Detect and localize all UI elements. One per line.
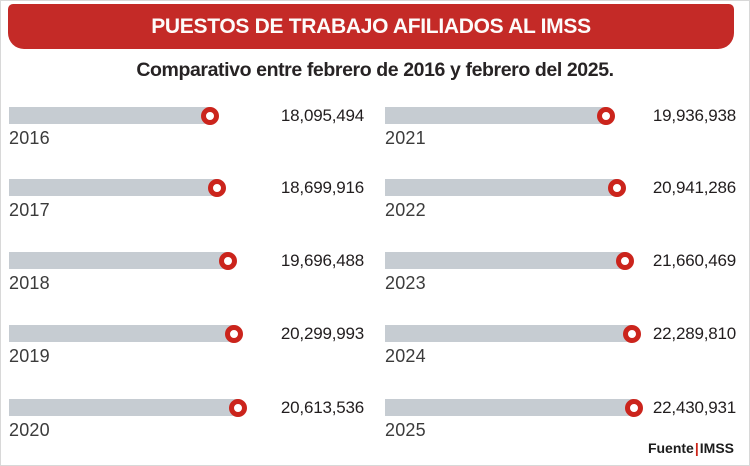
value-label: 21,660,469	[652, 251, 736, 270]
bar-2017	[9, 178, 226, 197]
bar-2022	[385, 178, 627, 197]
ring-marker-icon	[625, 398, 643, 417]
bar-2024	[385, 324, 642, 343]
value-label: 19,936,938	[652, 106, 736, 125]
bar-row-2023: 2023 21,660,469	[385, 251, 736, 298]
bar-track	[385, 178, 634, 197]
bar-row-2022: 2022 20,941,286	[385, 178, 736, 225]
chart-column-right: 2021 19,936,938 2022 20,941,286 2023 21,…	[385, 1, 736, 465]
title-banner: PUESTOS DE TRABAJO AFILIADOS AL IMSS	[8, 4, 734, 49]
bar-track	[9, 106, 258, 125]
source-name: IMSS	[699, 440, 734, 456]
ring-marker-icon	[207, 178, 226, 197]
bar-row-2017: 2017 18,699,916	[9, 178, 364, 225]
ring-marker-icon	[218, 251, 237, 270]
ring-marker-icon	[597, 106, 616, 125]
chart-subtitle: Comparativo entre febrero de 2016 y febr…	[136, 59, 614, 81]
bar-track	[385, 398, 643, 417]
source-separator: |	[694, 440, 699, 456]
ring-marker-icon	[616, 251, 635, 270]
chart-column-left: 2016 18,095,494 2017 18,699,916 2018 19,…	[9, 1, 364, 465]
value-label: 18,095,494	[280, 106, 364, 125]
year-label: 2017	[9, 200, 50, 220]
bar-2018	[9, 251, 237, 270]
bar-2019	[9, 324, 244, 343]
year-label: 2016	[9, 128, 50, 148]
year-label: 2021	[385, 128, 426, 148]
bar-2016	[9, 106, 219, 125]
bar-2020	[9, 398, 247, 417]
bar-row-2018: 2018 19,696,488	[9, 251, 364, 298]
year-label: 2024	[385, 346, 426, 366]
year-label: 2018	[9, 273, 50, 293]
bar-track	[9, 251, 258, 270]
year-label: 2020	[9, 420, 50, 440]
bar-track	[9, 398, 258, 417]
year-label: 2019	[9, 346, 50, 366]
bar-track	[9, 324, 258, 343]
ring-marker-icon	[228, 398, 247, 417]
ring-marker-icon	[623, 324, 642, 343]
bar-row-2016: 2016 18,095,494	[9, 106, 364, 153]
year-label: 2025	[385, 420, 426, 440]
value-label: 22,289,810	[652, 324, 736, 343]
page-title: PUESTOS DE TRABAJO AFILIADOS AL IMSS	[151, 14, 591, 38]
bar-row-2020: 2020 20,613,536	[9, 398, 364, 445]
bar-2025	[385, 398, 643, 417]
value-label: 19,696,488	[280, 251, 364, 270]
bar-row-2019: 2019 20,299,993	[9, 324, 364, 371]
year-label: 2023	[385, 273, 426, 293]
value-label: 18,699,916	[280, 178, 364, 197]
bar-2021	[385, 106, 616, 125]
ring-marker-icon	[608, 178, 627, 197]
value-label: 22,430,931	[652, 398, 736, 417]
bar-row-2025: 2025 22,430,931	[385, 398, 736, 445]
value-label: 20,299,993	[280, 324, 364, 343]
bar-row-2021: 2021 19,936,938	[385, 106, 736, 153]
value-label: 20,941,286	[652, 178, 736, 197]
ring-marker-icon	[200, 106, 219, 125]
value-label: 20,613,536	[280, 398, 364, 417]
source-label: Fuente	[647, 440, 694, 456]
bar-track	[385, 251, 635, 270]
bar-track	[385, 106, 634, 125]
bar-track	[9, 178, 258, 197]
ring-marker-icon	[225, 324, 244, 343]
bar-track	[385, 324, 642, 343]
source-credit: Fuente|IMSS	[648, 440, 734, 456]
bar-2023	[385, 251, 635, 270]
year-label: 2022	[385, 200, 426, 220]
bar-row-2024: 2024 22,289,810	[385, 324, 736, 371]
